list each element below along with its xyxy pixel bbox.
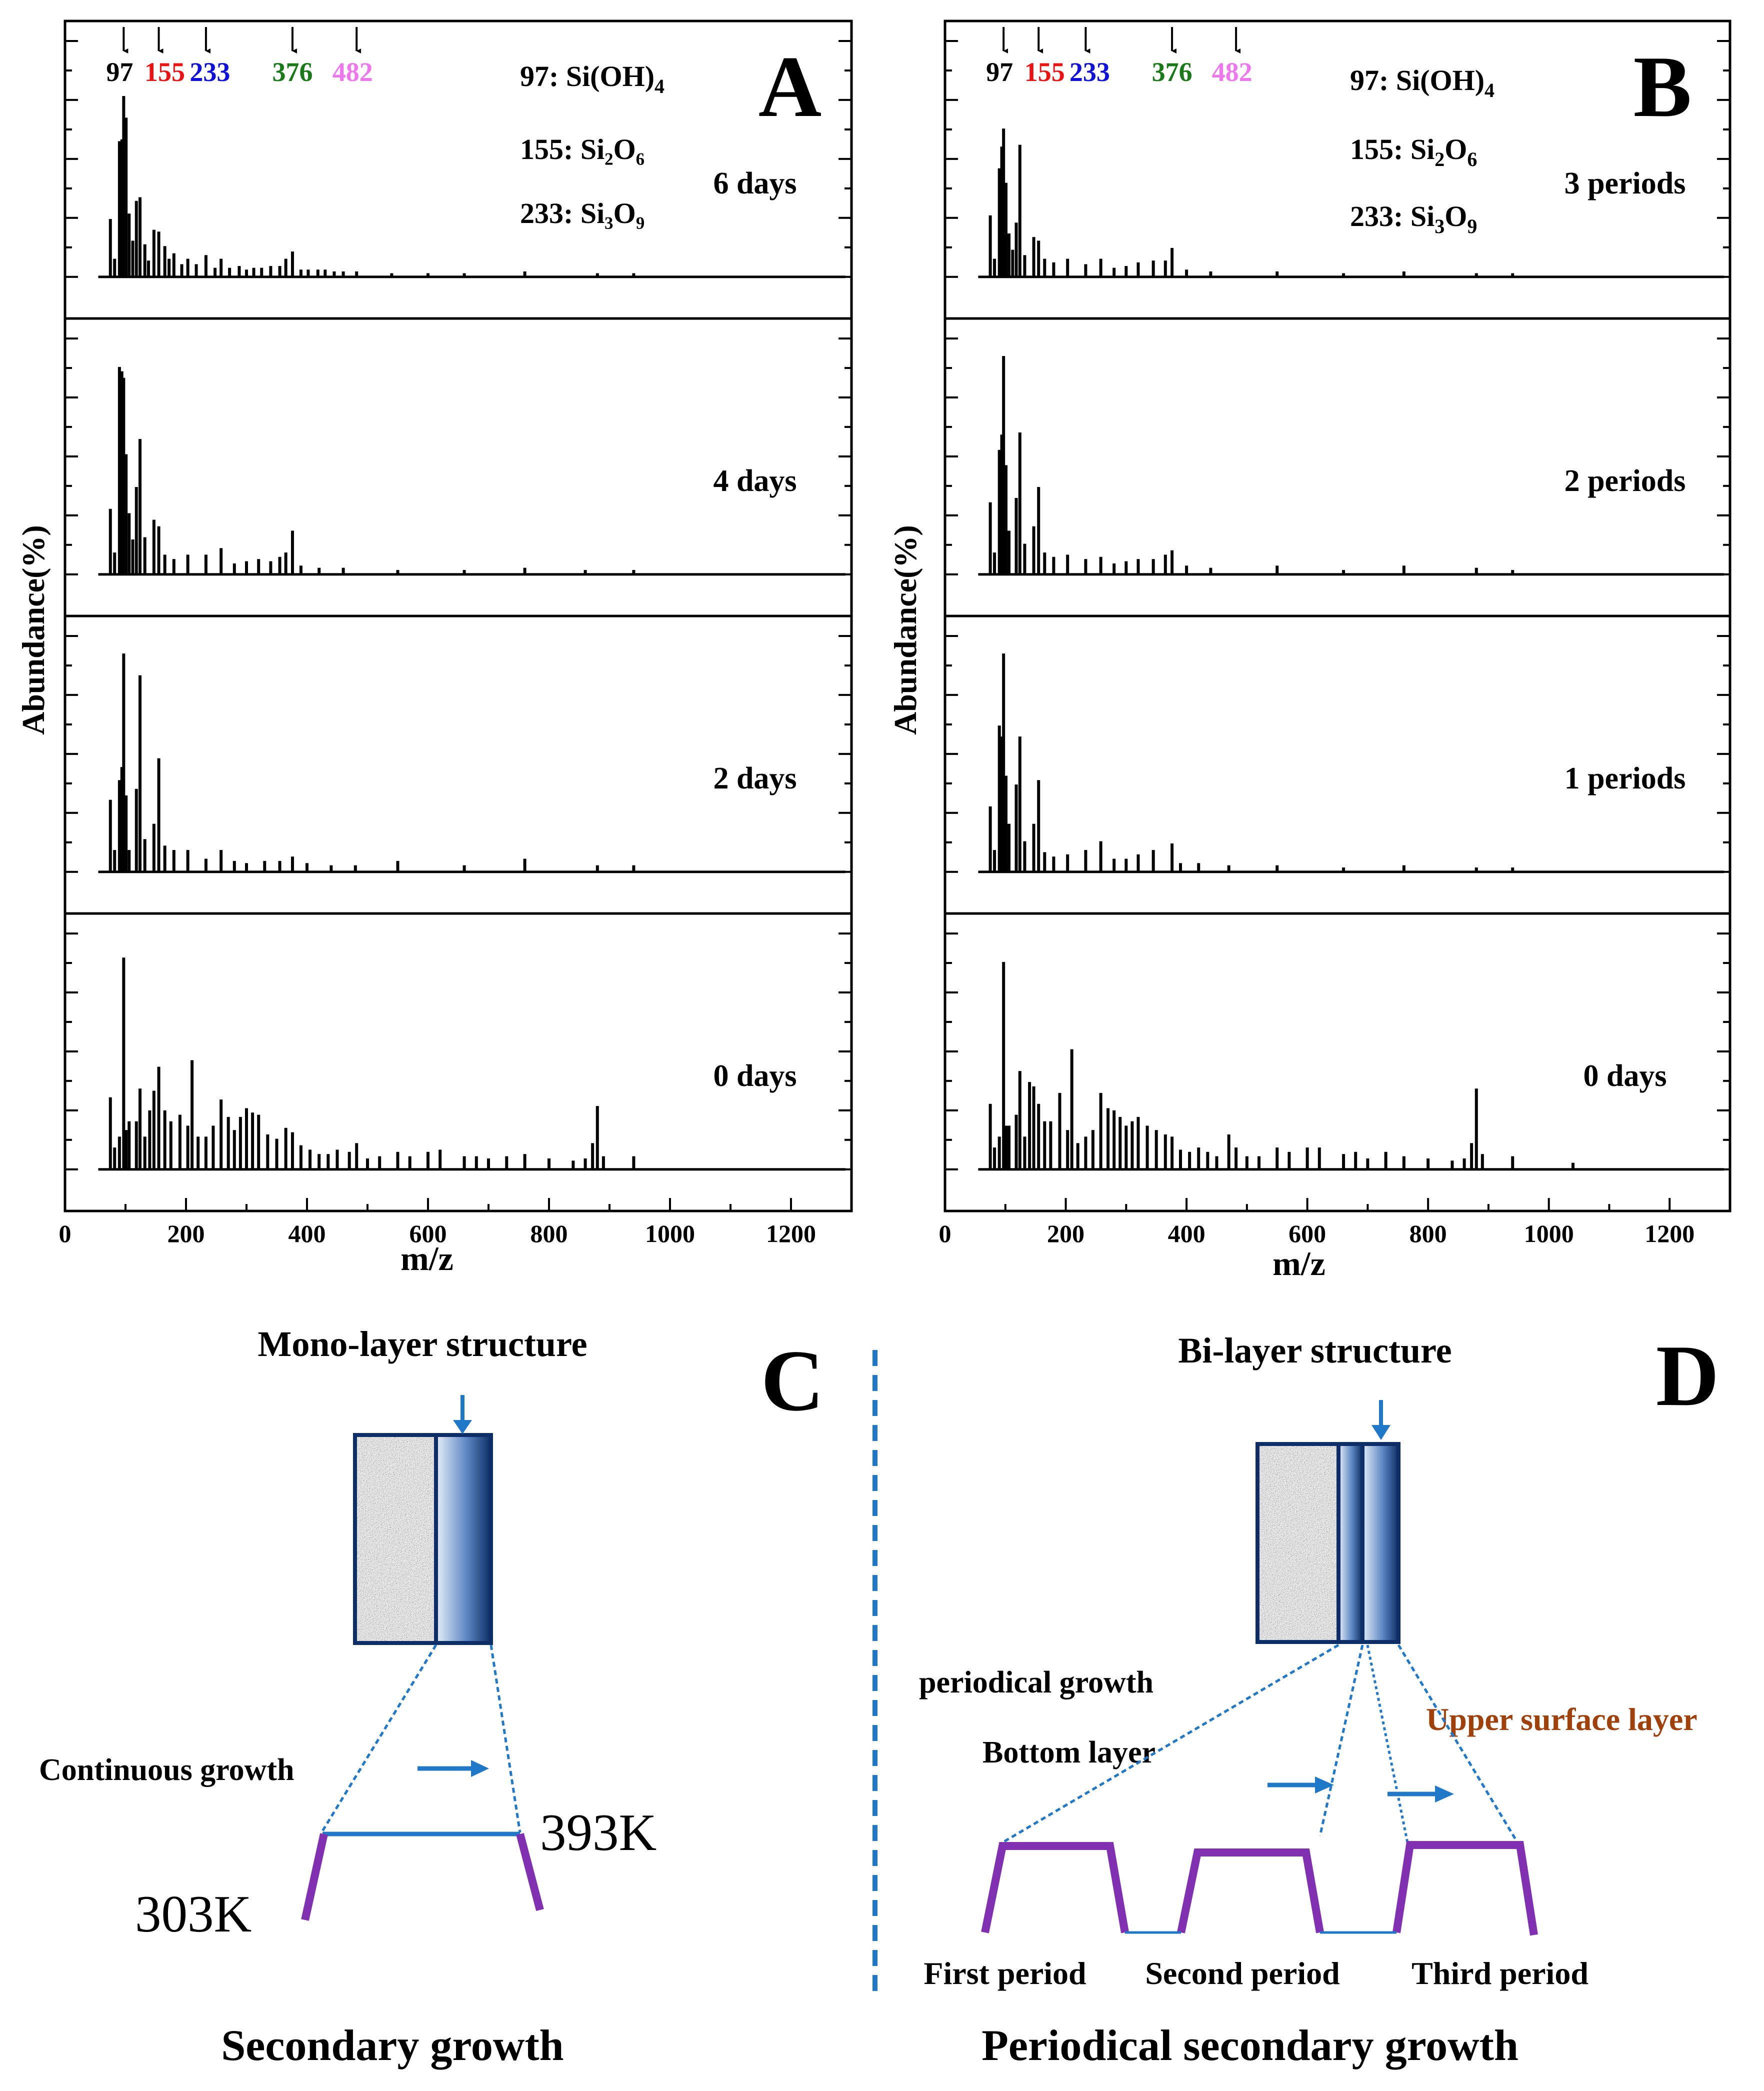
panel-c-diagram: Mono-layer structure C Continuous growth… xyxy=(39,1324,824,2070)
x-tick-label: 1000 xyxy=(1524,1220,1574,1248)
growth-label: Continuous growth xyxy=(39,1753,294,1787)
peak-marker-label: 97 xyxy=(986,57,1013,87)
second-period-label: Second period xyxy=(1145,1956,1340,1991)
x-tick-label: 1000 xyxy=(645,1220,695,1248)
x-tick-label: 0 xyxy=(59,1220,72,1248)
x-tick-label: 800 xyxy=(1410,1220,1447,1248)
panel-b-annotations: 97: Si(OH)4 155: Si2O6 233: Si3O9 xyxy=(1350,64,1494,238)
zeolite-layer xyxy=(434,1433,493,1645)
panel-b-plot-area: 3 periods 2 periods 1 periods 0 days 0 200 400… xyxy=(939,20,1732,1248)
annotation-155: 155: Si₂O₆ xyxy=(520,133,644,166)
series-label: 6 days xyxy=(713,166,796,200)
panel-d-title: Bi-layer structure xyxy=(1178,1330,1452,1370)
series-label: 3 periods xyxy=(1564,166,1686,200)
x-tick-label: 400 xyxy=(288,1220,326,1248)
panel-c-letter: C xyxy=(761,1332,824,1429)
series-label: 4 days xyxy=(713,464,796,498)
peak-marker-label: 97 xyxy=(106,57,133,87)
temperature-profile xyxy=(301,1832,544,1921)
series-0-days xyxy=(988,962,1574,1170)
third-period-label: Third period xyxy=(1412,1956,1588,1991)
peak-marker-label: 155 xyxy=(144,57,185,87)
panel-b-letter: B xyxy=(1634,38,1692,135)
x-tick-label: 200 xyxy=(1047,1220,1084,1248)
x-tick-label: 800 xyxy=(530,1220,568,1248)
peak-marker-label: 233 xyxy=(1070,57,1110,87)
bi-layer-membrane xyxy=(1256,1442,1400,1644)
feed-arrow-icon xyxy=(453,1395,472,1434)
peak-marker-label: 482 xyxy=(1212,57,1252,87)
temp-high-label: 393K xyxy=(540,1803,656,1862)
panel-d-letter: D xyxy=(1656,1327,1719,1424)
peak-marker-label: 376 xyxy=(1152,57,1192,87)
panel-d-caption: Periodical secondary growth xyxy=(982,2022,1518,2070)
first-period-label: First period xyxy=(924,1956,1086,1991)
series-1-periods xyxy=(988,654,1514,872)
series-label: 1 periods xyxy=(1564,762,1686,796)
annotation-233: 233: Si₃O₉ xyxy=(520,197,644,230)
series-label: 2 days xyxy=(713,762,796,796)
series-6-days xyxy=(108,96,636,277)
panel-c-title: Mono-layer structure xyxy=(258,1324,587,1364)
x-tick-label: 400 xyxy=(1168,1220,1206,1248)
panel-d-diagram: Bi-layer structure D periodical growth B… xyxy=(919,1327,1719,2070)
x-tick-label: 200 xyxy=(168,1220,205,1248)
upper-zeolite-layer xyxy=(1360,1442,1400,1644)
annotation-233: 233: Si3O9 xyxy=(1350,200,1477,238)
growth-direction-arrow-icon xyxy=(1268,1776,1334,1794)
panel-c-caption: Secondary growth xyxy=(221,2022,564,2070)
peak-marker-label: 233 xyxy=(190,57,230,87)
panel-b-ylabel: Abundance(%) xyxy=(888,525,923,735)
peak-marker-label: 376 xyxy=(272,57,312,87)
panel-a-plot-area: 6 days 4 days 2 days 0 days 0 200 400 600 800 100… xyxy=(59,20,853,1248)
annotation-155: 155: Si2O6 xyxy=(1350,133,1477,170)
x-tick-label: 600 xyxy=(410,1220,447,1248)
temperature-profile-periods xyxy=(981,1841,1538,1936)
series-0-days xyxy=(108,958,636,1170)
growth-direction-arrow-icon xyxy=(1388,1786,1454,1802)
support-substrate xyxy=(1258,1444,1338,1642)
series-3-periods xyxy=(988,128,1514,277)
annotation-97: 97: Si(OH)4 xyxy=(520,60,664,98)
mono-layer-membrane xyxy=(353,1433,493,1645)
peak-marker-label: 482 xyxy=(332,57,373,87)
panel-b-xlabel: m/z xyxy=(1272,1244,1326,1282)
support-substrate xyxy=(355,1435,436,1643)
series-2-periods xyxy=(988,356,1514,574)
annotation-97: 97: Si(OH)4 xyxy=(1350,64,1494,102)
panel-a-xlabel: m/z xyxy=(400,1240,454,1278)
temp-low-label: 303K xyxy=(135,1884,252,1943)
series-label: 0 days xyxy=(713,1059,796,1093)
periodical-growth-label: periodical growth xyxy=(919,1666,1154,1700)
series-4-days xyxy=(108,366,636,574)
series-2-days xyxy=(108,654,636,872)
series-label: 2 periods xyxy=(1564,464,1686,498)
panel-a-letter: A xyxy=(758,38,822,135)
upper-layer-label: Upper surface layer xyxy=(1426,1702,1698,1737)
x-tick-label: 0 xyxy=(939,1220,952,1248)
x-tick-label: 600 xyxy=(1288,1220,1326,1248)
growth-direction-arrow-icon xyxy=(418,1760,489,1777)
feed-arrow-icon xyxy=(1372,1400,1390,1440)
series-label: 0 days xyxy=(1583,1059,1666,1093)
bottom-zeolite-layer xyxy=(1336,1442,1364,1644)
panel-a-spectra: 6 days 4 days 2 days 0 days 0 200 400 600 800 100… xyxy=(16,20,853,1278)
panel-a-annotations: 97: Si(OH)4 155: Si₂O₆ 233: Si₃O₉ xyxy=(520,60,664,230)
bottom-layer-label: Bottom layer xyxy=(982,1736,1156,1770)
panel-a-ylabel: Abundance(%) xyxy=(16,525,51,735)
peak-marker-label: 155 xyxy=(1024,57,1065,87)
x-tick-label: 1200 xyxy=(766,1220,816,1248)
panel-b-spectra: 3 periods 2 periods 1 periods 0 days 0 200 400… xyxy=(888,20,1732,1282)
x-tick-label: 1200 xyxy=(1644,1220,1694,1248)
